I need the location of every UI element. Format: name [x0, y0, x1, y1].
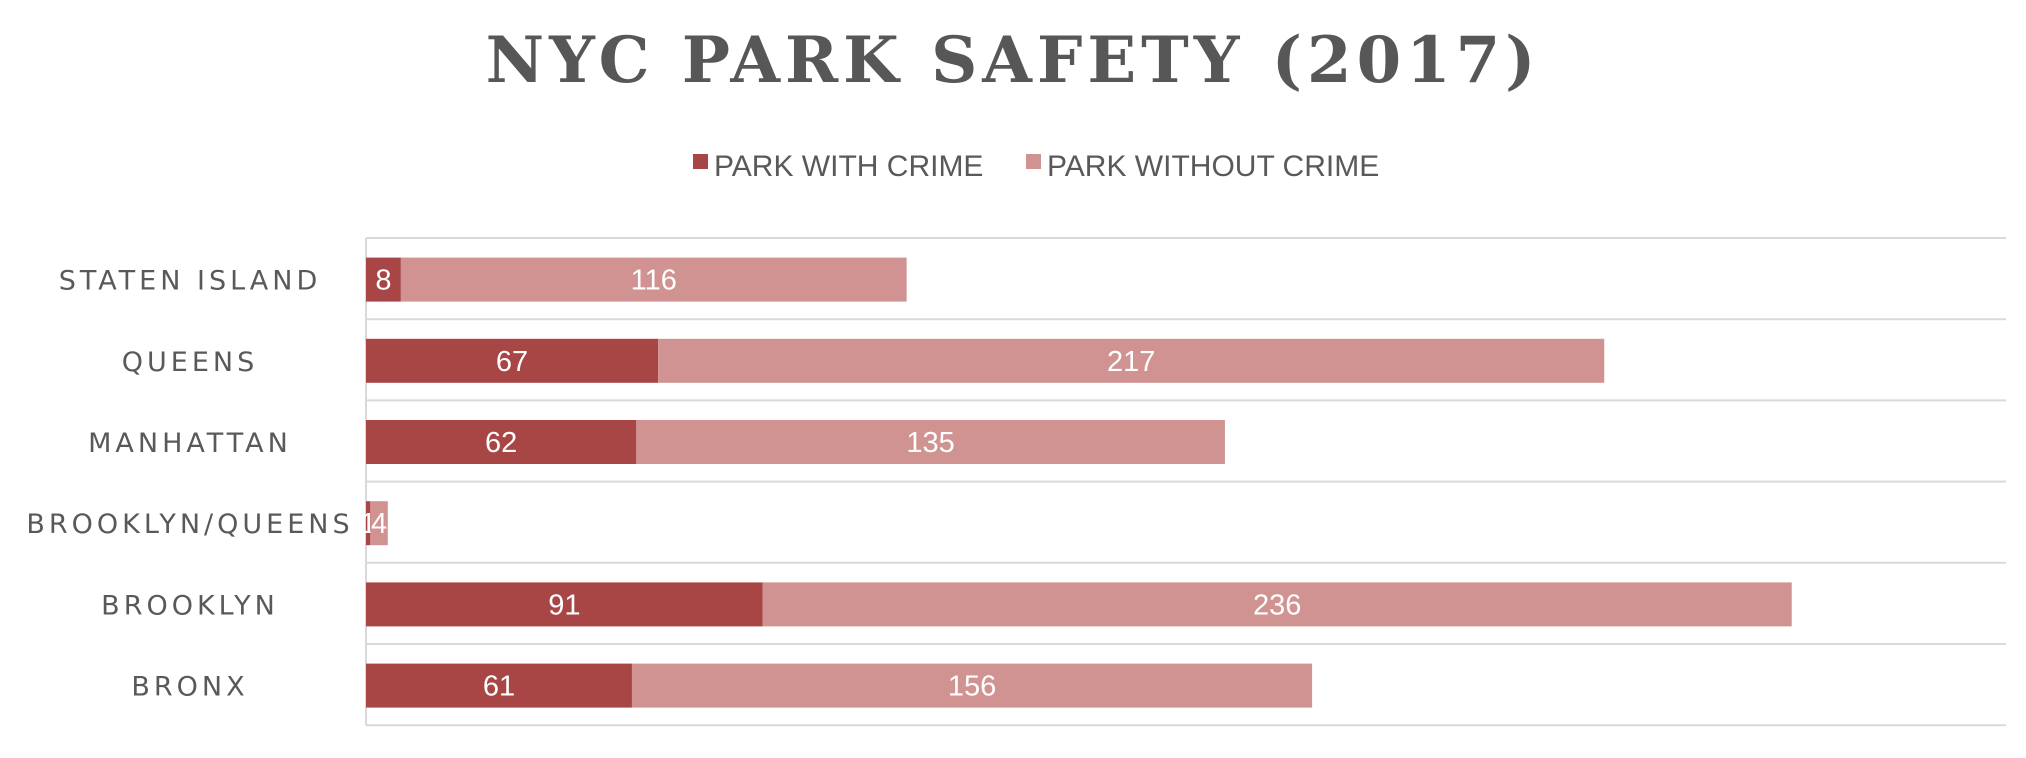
category-label-staten-island: STATEN ISLAND — [59, 266, 321, 297]
category-label-manhattan: MANHATTAN — [88, 428, 292, 459]
data-label-park-with-crime-bronx: 61 — [483, 671, 515, 703]
data-label-park-with-crime-queens: 67 — [496, 346, 528, 378]
bar-park-without-crime-brooklyn — [762, 582, 1792, 627]
legend-label-park-with-crime: PARK WITH CRIME — [714, 150, 983, 183]
bar-park-with-crime-staten-island — [366, 257, 401, 302]
plot-area: STATEN ISLAND 8 116 QUEENS 67 217 MANHATTAN 62 1… — [26, 237, 2006, 727]
data-label-park-without-crime-queens: 217 — [1107, 346, 1155, 378]
data-label-park-without-crime-manhattan: 135 — [906, 427, 954, 459]
bar-park-with-crime-manhattan — [366, 420, 637, 464]
bar-park-without-crime-staten-island — [400, 257, 907, 302]
legend-swatch-park-without-crime — [1026, 154, 1041, 169]
bar-park-with-crime-bronx — [366, 663, 632, 708]
bar-park-without-crime-manhattan — [636, 420, 1225, 464]
data-label-park-without-crime-brooklyn: 236 — [1253, 589, 1301, 621]
data-label-park-with-crime-manhattan: 62 — [485, 427, 517, 459]
legend-label-park-without-crime: PARK WITHOUT CRIME — [1047, 150, 1379, 183]
data-label-park-without-crime-staten-island: 116 — [631, 265, 677, 297]
bar-park-with-crime-queens — [366, 338, 659, 383]
bar-park-without-crime-queens — [658, 338, 1605, 383]
category-label-bronx: BRONX — [131, 672, 248, 703]
data-label-park-with-crime-staten-island: 8 — [375, 265, 391, 297]
chart-title: NYC PARK SAFETY (2017) — [486, 23, 1541, 98]
legend: PARK WITH CRIME PARK WITHOUT CRIME — [693, 150, 1379, 183]
category-label-brooklyn-queens: BROOKLYN/QUEENS — [26, 509, 353, 540]
category-label-queens: QUEENS — [122, 347, 258, 378]
bar-park-with-crime-brooklyn-queens — [366, 501, 371, 546]
bar-park-without-crime-brooklyn-queens — [370, 501, 388, 546]
category-label-brooklyn: BROOKLYN — [101, 590, 279, 621]
data-label-park-without-crime-bronx: 156 — [948, 671, 996, 703]
data-label-park-with-crime-brooklyn: 91 — [548, 589, 580, 621]
data-label-park-without-crime-brooklyn-queens: 4 — [371, 508, 387, 540]
bar-park-with-crime-brooklyn — [366, 582, 763, 627]
bar-park-without-crime-bronx — [631, 663, 1313, 708]
legend-swatch-park-with-crime — [693, 154, 708, 169]
